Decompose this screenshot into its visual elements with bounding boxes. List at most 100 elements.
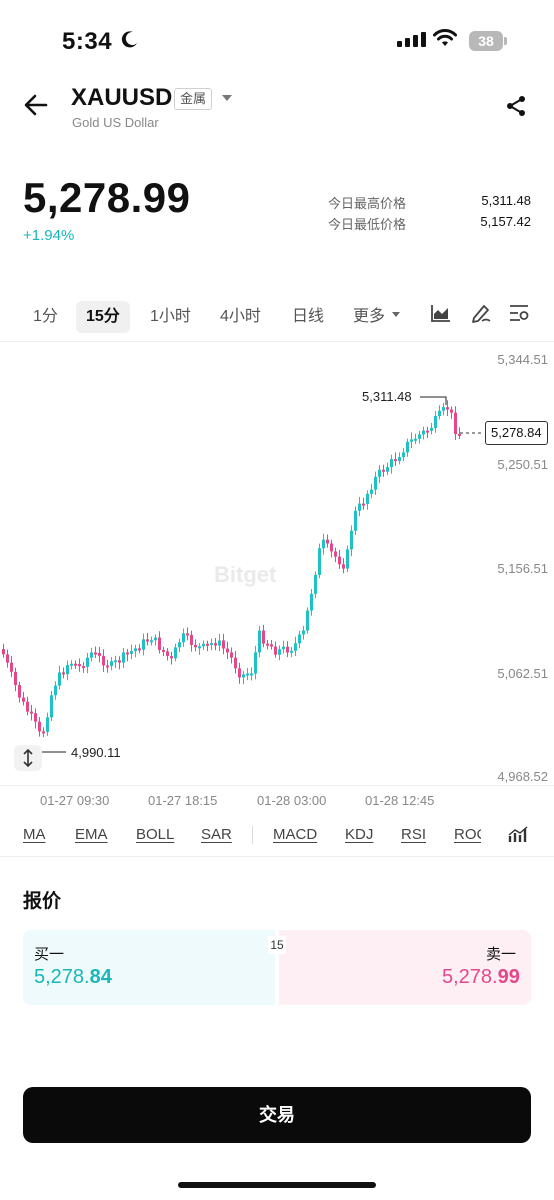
candle <box>322 539 325 549</box>
tab-1h[interactable]: 1小时 <box>150 308 191 325</box>
candle <box>390 459 393 468</box>
candle <box>218 640 221 646</box>
candle <box>6 654 9 663</box>
day-low-label: 今日最低价格 <box>328 217 407 232</box>
watermark-logo: Bitget <box>214 562 277 587</box>
candle <box>102 655 105 666</box>
candle <box>230 652 233 658</box>
candle <box>410 439 413 442</box>
candle <box>374 476 377 490</box>
last-price-marker: 5,278.84 <box>485 421 548 445</box>
candle <box>182 633 185 643</box>
bid-price-main: 5,278. <box>34 966 90 988</box>
candlestick-chart[interactable] <box>0 341 554 785</box>
candle <box>426 430 429 433</box>
tab-more[interactable]: 更多 <box>353 308 386 325</box>
high-callout-label: 5,311.48 <box>362 389 412 404</box>
candle <box>178 642 181 648</box>
candle <box>310 593 313 611</box>
cellular-signal-icon <box>397 32 426 47</box>
tab-15m[interactable]: 15分 <box>76 301 130 333</box>
candle <box>34 713 37 722</box>
indicator-rsi[interactable]: RSI <box>401 826 427 843</box>
ask-panel[interactable] <box>279 930 531 1005</box>
wifi-icon <box>433 29 457 46</box>
candle <box>262 630 265 644</box>
candle <box>222 640 225 649</box>
battery-nub <box>504 37 507 45</box>
candle <box>350 530 353 550</box>
candle <box>446 407 449 410</box>
indicator-settings-icon[interactable] <box>508 826 528 844</box>
candle <box>42 731 45 734</box>
y-tick-label: 4,968.52 <box>497 769 548 784</box>
tab-1m[interactable]: 1分 <box>33 308 58 325</box>
candle <box>54 685 57 696</box>
candle <box>14 671 17 686</box>
candle <box>50 695 53 718</box>
bid-panel[interactable] <box>23 930 275 1005</box>
candle <box>10 662 13 672</box>
candle <box>254 652 257 674</box>
indicator-kdj[interactable]: KDJ <box>345 826 374 843</box>
symbol-title[interactable]: XAUUSD <box>71 84 173 111</box>
day-high-label: 今日最高价格 <box>328 196 407 211</box>
candle <box>118 660 121 663</box>
candle <box>78 664 81 667</box>
candle <box>226 648 229 653</box>
resize-chart-button[interactable] <box>14 745 42 771</box>
back-arrow-icon[interactable] <box>24 94 48 116</box>
candle <box>214 643 217 646</box>
chart-type-icon[interactable] <box>431 304 451 322</box>
vertical-resize-icon <box>23 749 33 767</box>
candle <box>442 407 445 411</box>
tab-4h[interactable]: 4小时 <box>220 308 261 325</box>
candle <box>238 668 241 678</box>
candle <box>246 673 249 676</box>
candle <box>306 610 309 631</box>
candle <box>330 543 333 552</box>
indicator-ema[interactable]: EMA <box>75 826 108 843</box>
indicator-ma[interactable]: MA <box>23 826 46 843</box>
indicator-roc[interactable]: ROC <box>454 826 481 843</box>
symbol-dropdown-caret-icon[interactable] <box>222 95 232 101</box>
candle <box>30 711 33 714</box>
draw-tool-icon[interactable] <box>470 302 492 324</box>
battery-level: 38 <box>478 33 494 49</box>
more-caret-icon <box>392 312 400 317</box>
high-callout-line <box>420 396 447 405</box>
candle <box>122 652 125 663</box>
candle <box>422 430 425 435</box>
bid-price-tail: 84 <box>89 966 112 988</box>
x-tick-label: 01-27 09:30 <box>40 793 110 808</box>
candle <box>114 660 117 663</box>
candle <box>318 548 321 576</box>
chart-settings-icon[interactable] <box>509 303 529 323</box>
candle <box>378 469 381 477</box>
candle <box>194 644 197 648</box>
indicator-boll[interactable]: BOLL <box>136 826 175 843</box>
category-tag: 金属 <box>174 88 213 110</box>
y-tick-label: 5,344.51 <box>497 352 548 367</box>
candle <box>434 416 437 428</box>
trade-button[interactable]: 交易 <box>23 1087 531 1143</box>
candle <box>22 697 25 702</box>
last-price: 5,278.99 <box>23 174 191 221</box>
share-icon[interactable] <box>505 95 527 117</box>
indicator-sar[interactable]: SAR <box>201 826 232 843</box>
x-tick-label: 01-28 12:45 <box>365 793 435 808</box>
candle <box>406 441 409 453</box>
indicator-macd[interactable]: MACD <box>273 826 318 843</box>
candle <box>282 646 285 650</box>
indicator-roc-clip: ROC <box>454 826 481 844</box>
candle <box>338 556 341 565</box>
ask-price-tail: 99 <box>497 966 520 988</box>
candle <box>298 634 301 644</box>
candle <box>234 657 237 669</box>
spread-badge: 15 <box>268 936 286 954</box>
candle <box>166 651 169 657</box>
candle <box>46 717 49 732</box>
tab-daily[interactable]: 日线 <box>292 308 325 325</box>
status-time: 5:34 <box>62 28 113 55</box>
ask-label: 卖一 <box>486 946 517 963</box>
